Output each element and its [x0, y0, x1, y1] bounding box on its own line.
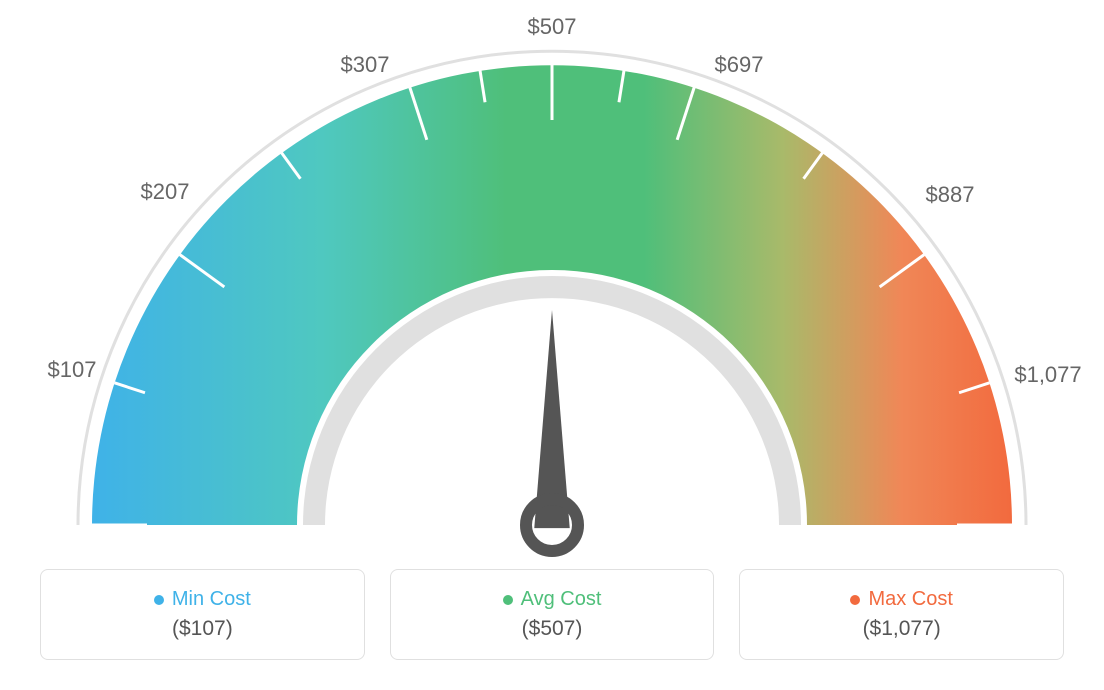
- legend-max-title: Max Cost: [850, 588, 952, 611]
- legend-avg-label: Avg Cost: [521, 588, 602, 611]
- gauge-tick-label: $107: [48, 357, 97, 383]
- legend-min: Min Cost ($107): [40, 569, 365, 660]
- gauge-tick-label: $307: [341, 52, 390, 78]
- gauge-tick-label: $207: [141, 179, 190, 205]
- legend-min-title: Min Cost: [154, 588, 251, 611]
- gauge-tick-label: $1,077: [1014, 362, 1081, 388]
- dot-icon: [503, 595, 513, 605]
- dot-icon: [850, 595, 860, 605]
- gauge-tick-label: $887: [926, 182, 975, 208]
- legend-max-label: Max Cost: [868, 588, 952, 611]
- legend: Min Cost ($107) Avg Cost ($507) Max Cost…: [40, 569, 1064, 660]
- legend-max: Max Cost ($1,077): [739, 569, 1064, 660]
- legend-min-value: ($107): [172, 617, 233, 641]
- legend-max-value: ($1,077): [863, 617, 941, 641]
- legend-avg-value: ($507): [522, 617, 583, 641]
- gauge-tick-label: $697: [715, 52, 764, 78]
- legend-avg-title: Avg Cost: [503, 588, 602, 611]
- gauge-svg: [0, 0, 1104, 560]
- gauge-tick-label: $507: [528, 14, 577, 40]
- legend-avg: Avg Cost ($507): [390, 569, 715, 660]
- gauge-chart: $107 $207 $307 $507 $697 $887 $1,077: [0, 0, 1104, 560]
- legend-min-label: Min Cost: [172, 588, 251, 611]
- cost-gauge-widget: $107 $207 $307 $507 $697 $887 $1,077 Min Cost …: [0, 0, 1104, 690]
- dot-icon: [154, 595, 164, 605]
